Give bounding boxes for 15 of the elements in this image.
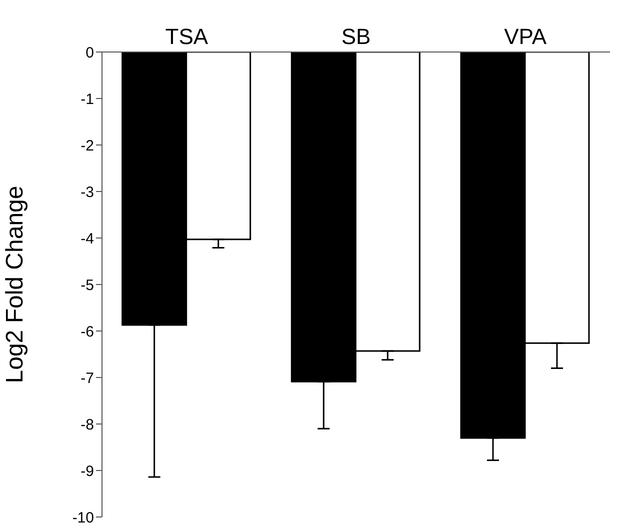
x-tick-label: SB — [341, 24, 371, 49]
y-tick-label: 0 — [86, 44, 94, 62]
y-tick-label: -3 — [80, 184, 94, 201]
y-tick-label: -7 — [80, 370, 94, 387]
y-tick-label: -9 — [80, 462, 94, 480]
y-tick-label: -8 — [80, 416, 94, 434]
x-tick-label: TSA — [165, 24, 208, 49]
y-tick-label: -2 — [80, 137, 94, 154]
x-tick-label: VPA — [504, 24, 547, 49]
y-tick-label: -10 — [72, 509, 94, 525]
y-tick-label: -4 — [80, 230, 94, 248]
y-tick-label: -1 — [80, 90, 94, 108]
y-axis-title: Log2 Fold Change — [2, 186, 29, 384]
y-tick-label: -5 — [80, 276, 94, 294]
y-tick-label: -6 — [80, 323, 94, 340]
